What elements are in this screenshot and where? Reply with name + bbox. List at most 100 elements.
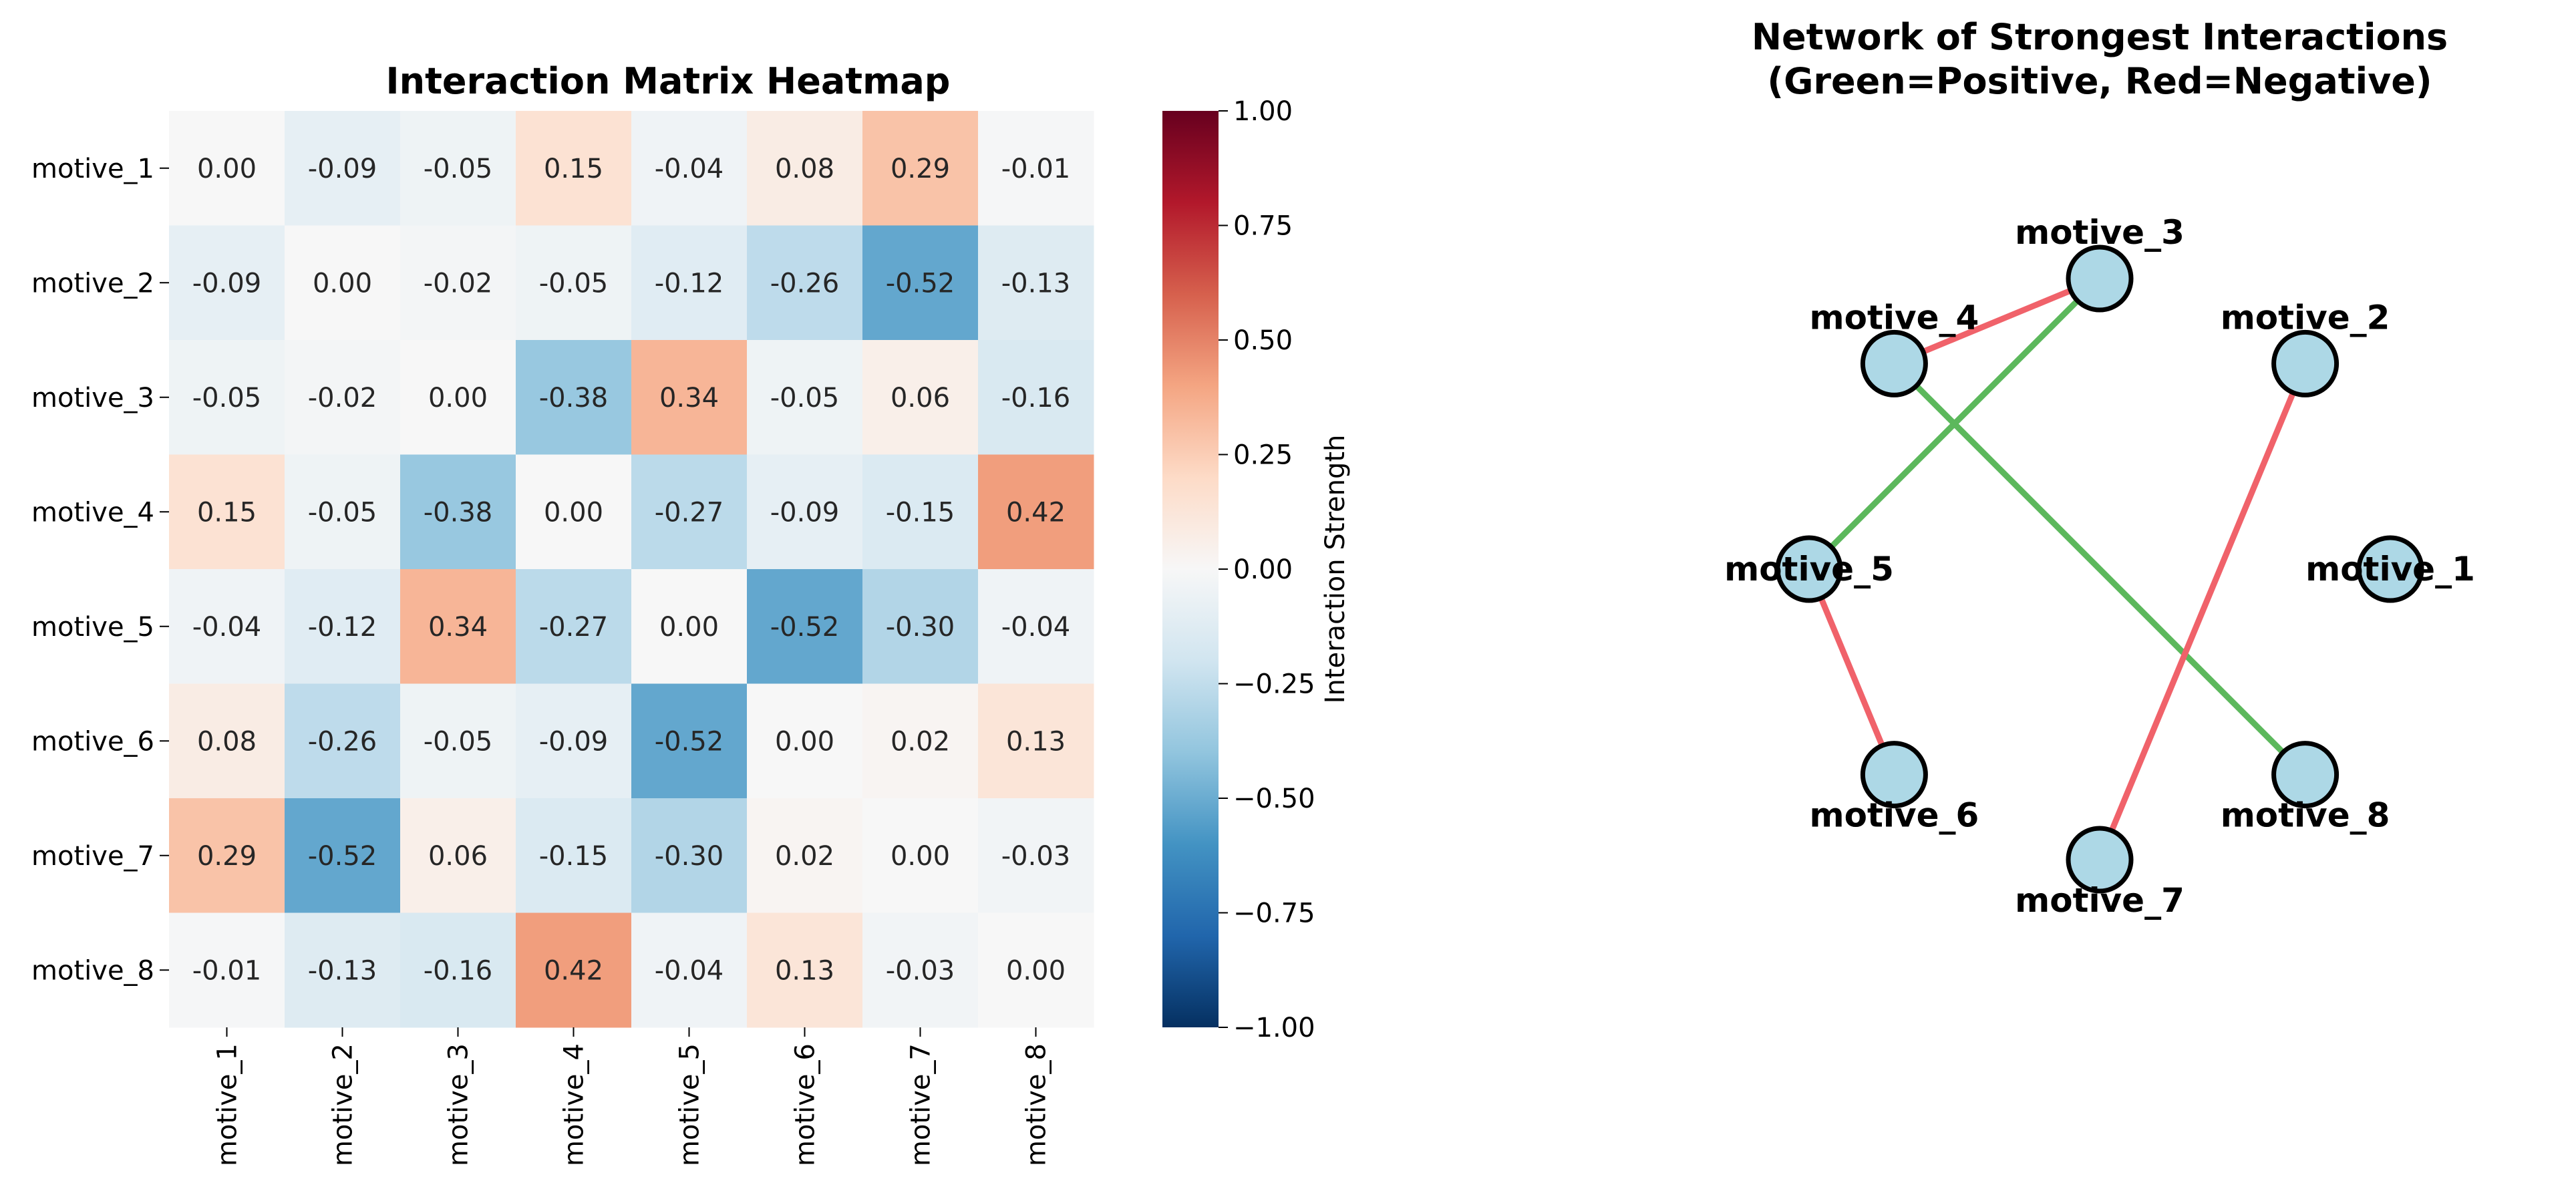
colorbar: 1.00 0.75 0.50 0.25 0.00 −0.25 −0.50 −0.75 −1.00… xyxy=(1162,96,1351,1043)
heatmap-cell xyxy=(978,454,1094,570)
heatmap-cell-value: 0.00 xyxy=(544,497,603,528)
heatmap-cell-value: -0.05 xyxy=(424,726,493,757)
heatmap-cell-value: -0.12 xyxy=(655,268,724,299)
heatmap-cell-value: -0.04 xyxy=(655,955,724,986)
heatmap-cell-value: -0.05 xyxy=(770,383,840,413)
heatmap-cell xyxy=(516,111,632,226)
heatmap-cell-value: -0.52 xyxy=(655,726,724,757)
colorbar-label: Interaction Strength xyxy=(1320,435,1351,704)
heatmap-cell-value: -0.52 xyxy=(770,612,840,643)
network-edge xyxy=(1892,361,2307,777)
heatmap-cell xyxy=(169,683,285,799)
heatmap-cell-value: -0.04 xyxy=(192,612,262,643)
network-node-label: motive_8 xyxy=(2221,796,2390,835)
heatmap-col-label: motive_1 xyxy=(212,1043,243,1166)
heatmap-cell xyxy=(285,683,401,799)
heatmap-cell-value: -0.38 xyxy=(424,497,493,528)
heatmap-cell xyxy=(400,912,516,1028)
heatmap-cell-value: 0.00 xyxy=(428,383,488,413)
heatmap-cell-value: -0.52 xyxy=(886,268,955,299)
colorbar-tick-label: −1.00 xyxy=(1233,1013,1315,1043)
heatmap-cell xyxy=(978,912,1094,1028)
heatmap-cell xyxy=(400,111,516,226)
heatmap-cell xyxy=(978,340,1094,455)
heatmap-cell-value: -0.02 xyxy=(424,268,493,299)
colorbar-tick-label: −0.50 xyxy=(1233,784,1315,814)
network-node xyxy=(2356,535,2424,603)
heatmap-cell-value: -0.16 xyxy=(424,955,493,986)
heatmap-cell xyxy=(747,454,863,570)
heatmap-cell xyxy=(862,340,979,455)
colorbar-tick-label: 0.25 xyxy=(1233,440,1293,471)
colorbar-tick-label: −0.75 xyxy=(1233,898,1315,929)
heatmap-row-label: motive_6 xyxy=(31,726,154,757)
heatmap-cell xyxy=(978,683,1094,799)
network-edge xyxy=(1806,568,1897,776)
network-node xyxy=(1775,535,1843,603)
heatmap-col-label: motive_7 xyxy=(906,1043,937,1166)
heatmap-cell-value: 0.42 xyxy=(544,955,603,986)
heatmap-cell xyxy=(631,225,748,341)
colorbar-tick-label: 1.00 xyxy=(1233,96,1293,127)
heatmap-cell-value: 0.08 xyxy=(197,726,257,757)
heatmap-cell-value: 0.02 xyxy=(891,726,950,757)
heatmap-cell-value: 0.13 xyxy=(1006,726,1066,757)
heatmap-cell-value: -0.15 xyxy=(539,841,609,872)
heatmap-col-label: motive_3 xyxy=(444,1043,474,1166)
heatmap-cell-value: -0.01 xyxy=(192,955,262,986)
heatmap-cell-value: -0.38 xyxy=(539,383,609,413)
heatmap-cell xyxy=(631,569,748,684)
network-node-label: motive_7 xyxy=(2015,881,2185,920)
heatmap-cell xyxy=(978,569,1094,684)
heatmap-cell xyxy=(516,340,632,455)
heatmap-cell-value: 0.00 xyxy=(313,268,372,299)
network-title-line-1: Network of Strongest Interactions xyxy=(1752,16,2448,58)
heatmap-cell-value: -0.05 xyxy=(308,497,377,528)
heatmap-cell xyxy=(862,225,979,341)
heatmap-cell-value: 0.00 xyxy=(891,841,950,872)
heatmap-cells: 0.00 -0.09 -0.05 0.15 -0.04 0.08 0.29 -0.01 -0.0… xyxy=(169,111,1094,1028)
heatmap-cell-value: -0.05 xyxy=(424,154,493,184)
heatmap-col-labels: motive_1 motive_2 motive_3 motive_4 motive_5… xyxy=(212,1027,1052,1166)
heatmap-cell-value: -0.13 xyxy=(1001,268,1071,299)
heatmap-cell-value: -0.09 xyxy=(539,726,609,757)
heatmap-cell xyxy=(978,225,1094,341)
heatmap-cell-value: -0.27 xyxy=(539,612,609,643)
heatmap-cell-value: -0.15 xyxy=(886,497,955,528)
heatmap-cell-value: 0.06 xyxy=(891,383,950,413)
heatmap-cell xyxy=(285,225,401,341)
network-labels: motive_1 motive_2 motive_3 motive_4 motive_5… xyxy=(1724,213,2475,920)
heatmap-cell xyxy=(631,798,748,913)
network-node xyxy=(1860,329,1928,397)
heatmap-cell-value: 0.42 xyxy=(1006,497,1066,528)
heatmap-cell-value: 0.34 xyxy=(659,383,719,413)
heatmap-cell xyxy=(285,111,401,226)
heatmap-cell xyxy=(631,683,748,799)
colorbar-tick-label: 0.50 xyxy=(1233,325,1293,356)
heatmap-cell xyxy=(747,111,863,226)
heatmap-cell xyxy=(400,798,516,913)
heatmap-cell-value: -0.09 xyxy=(192,268,262,299)
heatmap-cell xyxy=(400,454,516,570)
heatmap-cell xyxy=(516,683,632,799)
heatmap-cell xyxy=(862,111,979,226)
heatmap-row-label: motive_2 xyxy=(31,268,154,299)
heatmap-cell-value: 0.00 xyxy=(1006,955,1066,986)
heatmap-cell xyxy=(400,340,516,455)
heatmap-cell xyxy=(862,569,979,684)
heatmap-cell xyxy=(285,798,401,913)
heatmap-cell-value: -0.04 xyxy=(1001,612,1071,643)
heatmap-cell-value: 0.00 xyxy=(659,612,719,643)
heatmap-cell xyxy=(516,912,632,1028)
network-edge xyxy=(1893,275,2101,367)
heatmap-cell-value: -0.52 xyxy=(308,841,377,872)
heatmap-col-label: motive_2 xyxy=(328,1043,359,1166)
heatmap-cell-value: -0.01 xyxy=(1001,154,1071,184)
heatmap-cell xyxy=(747,798,863,913)
heatmap-cell-value: -0.12 xyxy=(308,612,377,643)
heatmap-cell xyxy=(862,454,979,570)
heatmap-cell xyxy=(169,569,285,684)
heatmap-cell xyxy=(862,912,979,1028)
heatmap-cell xyxy=(978,111,1094,226)
